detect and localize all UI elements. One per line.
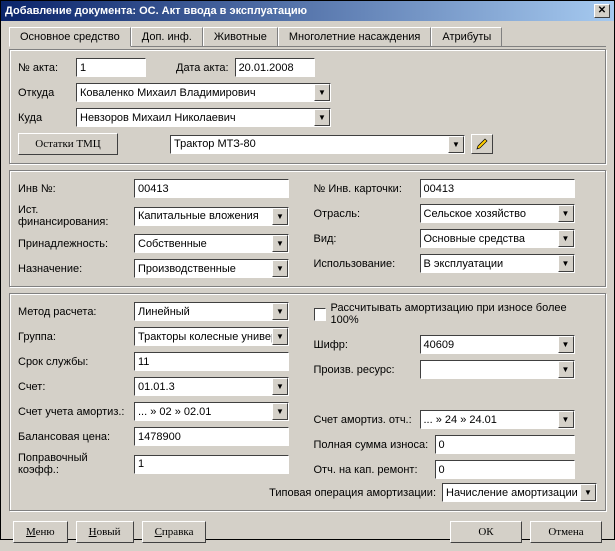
item-combo[interactable]: Трактор МТЗ-80 ▼ — [170, 135, 465, 154]
shifr-combo[interactable]: 40609▼ — [420, 335, 575, 354]
from-label: Откуда — [18, 87, 70, 99]
shifr-label: Шифр: — [314, 339, 414, 351]
inv-no-input[interactable] — [134, 179, 289, 198]
chevron-down-icon[interactable]: ▼ — [558, 230, 574, 247]
act-date-input[interactable] — [235, 58, 315, 77]
own-combo[interactable]: Собственные▼ — [134, 234, 289, 253]
purpose-label: Назначение: — [18, 263, 128, 275]
ostatki-button[interactable]: Остатки ТМЦ — [18, 133, 118, 155]
window-title: Добавление документа: ОС. Акт ввода в эк… — [5, 5, 307, 17]
chevron-down-icon[interactable]: ▼ — [558, 361, 574, 378]
chevron-down-icon[interactable]: ▼ — [314, 109, 330, 126]
chevron-down-icon[interactable]: ▼ — [272, 403, 288, 420]
chevron-down-icon[interactable]: ▼ — [558, 205, 574, 222]
own-label: Принадлежность: — [18, 238, 128, 250]
to-label: Куда — [18, 112, 70, 124]
group-label: Группа: — [18, 331, 128, 343]
branch-combo[interactable]: Сельское хозяйство▼ — [420, 204, 575, 223]
inv-no-label: Инв №: — [18, 183, 128, 195]
caprep-input[interactable] — [435, 460, 575, 479]
acct-combo[interactable]: 01.01.3▼ — [134, 377, 289, 396]
amort-ded-combo[interactable]: ... » 24 » 24.01▼ — [420, 410, 575, 429]
chevron-down-icon[interactable]: ▼ — [558, 411, 574, 428]
amort-ded-label: Счет амортиз. отч.: — [314, 414, 414, 426]
amortization-group: Метод расчета: Линейный▼ Группа: Трактор… — [9, 293, 606, 511]
life-label: Срок службы: — [18, 356, 128, 368]
kind-combo[interactable]: Основные средства▼ — [420, 229, 575, 248]
balance-input[interactable] — [134, 427, 289, 446]
caprep-label: Отч. на кап. ремонт: — [314, 464, 429, 476]
balance-label: Балансовая цена: — [18, 431, 128, 443]
tab-plants[interactable]: Многолетние насаждения — [278, 27, 431, 46]
act-no-input[interactable] — [76, 58, 146, 77]
branch-label: Отрасль: — [314, 208, 414, 220]
tab-animals[interactable]: Животные — [203, 27, 278, 46]
acct-label: Счет: — [18, 381, 128, 393]
chevron-down-icon[interactable]: ▼ — [272, 328, 288, 345]
chevron-down-icon[interactable]: ▼ — [448, 136, 464, 153]
chevron-down-icon[interactable]: ▼ — [272, 235, 288, 252]
purpose-combo[interactable]: Производственные▼ — [134, 259, 289, 278]
over100-label: Рассчитывать амортизацию при износе боле… — [330, 302, 597, 326]
chevron-down-icon[interactable]: ▼ — [272, 260, 288, 277]
coef-input[interactable] — [134, 455, 289, 474]
fin-label: Ист. финансирования: — [18, 204, 128, 228]
chevron-down-icon[interactable]: ▼ — [558, 255, 574, 272]
use-label: Использование: — [314, 258, 414, 270]
use-combo[interactable]: В эксплуатации▼ — [420, 254, 575, 273]
resource-combo[interactable]: ▼ — [420, 360, 575, 379]
chevron-down-icon[interactable]: ▼ — [314, 84, 330, 101]
window: Добавление документа: ОС. Акт ввода в эк… — [0, 0, 615, 540]
properties-group: Инв №: Ист. финансирования: Капитальные … — [9, 170, 606, 287]
tab-main[interactable]: Основное средство — [9, 27, 131, 47]
amort-acct-label: Счет учета амортиз.: — [18, 406, 128, 418]
from-combo[interactable]: Коваленко Михаил Владимирович ▼ — [76, 83, 331, 102]
chevron-down-icon[interactable]: ▼ — [272, 378, 288, 395]
method-combo[interactable]: Линейный▼ — [134, 302, 289, 321]
tab-strip: Основное средство Доп. инф. Животные Мно… — [9, 27, 606, 47]
wear-label: Полная сумма износа: — [314, 439, 429, 451]
amort-acct-combo[interactable]: ... » 02 » 02.01▼ — [134, 402, 289, 421]
coef-label: Поправочный коэфф.: — [18, 452, 128, 476]
chevron-down-icon[interactable]: ▼ — [558, 336, 574, 353]
life-input[interactable] — [134, 352, 289, 371]
chevron-down-icon[interactable]: ▼ — [272, 303, 288, 320]
card-no-label: № Инв. карточки: — [314, 183, 414, 195]
over100-checkbox[interactable] — [314, 308, 327, 321]
typop-combo[interactable]: Начисление амортизации▼ — [442, 483, 597, 502]
pencil-icon — [475, 137, 489, 151]
titlebar: Добавление документа: ОС. Акт ввода в эк… — [1, 1, 614, 21]
typop-label: Типовая операция амортизации: — [269, 487, 436, 499]
chevron-down-icon[interactable]: ▼ — [580, 484, 596, 501]
header-group: № акта: Дата акта: Откуда Коваленко Миха… — [9, 49, 606, 164]
resource-label: Произв. ресурс: — [314, 364, 414, 376]
tab-attrs[interactable]: Атрибуты — [431, 27, 502, 46]
group-combo[interactable]: Тракторы колесные универс▼ — [134, 327, 289, 346]
tab-extra[interactable]: Доп. инф. — [131, 27, 203, 46]
card-no-input[interactable] — [420, 179, 575, 198]
fin-combo[interactable]: Капитальные вложения▼ — [134, 207, 289, 226]
act-date-label: Дата акта: — [176, 62, 229, 74]
act-no-label: № акта: — [18, 62, 70, 74]
edit-icon-button[interactable] — [471, 134, 493, 154]
method-label: Метод расчета: — [18, 306, 128, 318]
close-icon[interactable]: ✕ — [594, 4, 610, 18]
kind-label: Вид: — [314, 233, 414, 245]
to-combo[interactable]: Невзоров Михаил Николаевич ▼ — [76, 108, 331, 127]
wear-input[interactable] — [435, 435, 575, 454]
chevron-down-icon[interactable]: ▼ — [272, 208, 288, 225]
